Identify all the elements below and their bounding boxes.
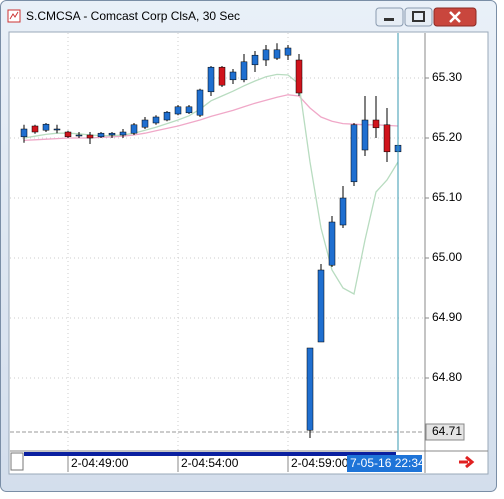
chart-area bbox=[8, 31, 489, 475]
last-price-box bbox=[425, 423, 465, 441]
candle-body bbox=[284, 47, 292, 56]
candle-body bbox=[152, 116, 160, 124]
candle-body bbox=[108, 132, 116, 136]
candle-body bbox=[273, 49, 281, 59]
cursor-label: 7-05-16 22:34:00 bbox=[350, 456, 442, 470]
candle-body bbox=[361, 119, 369, 151]
candle-body bbox=[141, 119, 149, 128]
candle-body bbox=[53, 128, 61, 131]
minimize-glyph bbox=[384, 18, 394, 21]
x-tick-label: 2-04:54:00 bbox=[181, 456, 239, 470]
last-price-label: 64.71 bbox=[432, 424, 462, 438]
candle-body bbox=[350, 124, 358, 183]
moving-average bbox=[23, 94, 399, 142]
candle-body bbox=[86, 134, 94, 139]
x-tick-label: 2-04:49:00 bbox=[71, 456, 129, 470]
candle-body bbox=[295, 59, 303, 94]
cursor-label-box bbox=[347, 455, 422, 472]
candle-body bbox=[251, 54, 259, 66]
y-tick-label: 65.10 bbox=[432, 190, 462, 204]
candle-body bbox=[218, 66, 226, 86]
candle-body bbox=[196, 89, 204, 116]
y-tick-label: 64.90 bbox=[432, 310, 462, 324]
candle-body bbox=[328, 221, 336, 266]
window-title: S.CMCSA - Comcast Corp ClsA, 30 Sec bbox=[26, 9, 240, 23]
candle-body bbox=[306, 347, 314, 431]
scroll-arrow[interactable] bbox=[459, 455, 475, 469]
maximize-button[interactable] bbox=[404, 7, 433, 27]
candle-body bbox=[75, 134, 83, 137]
candle-body bbox=[42, 123, 50, 131]
candle-body bbox=[130, 124, 138, 134]
maximize-glyph bbox=[412, 11, 425, 22]
app-icon-glyph bbox=[9, 11, 19, 20]
candle-body bbox=[185, 106, 193, 114]
candle-body bbox=[372, 119, 380, 129]
y-tick-label: 65.30 bbox=[432, 70, 462, 84]
y-tick-label: 65.00 bbox=[432, 250, 462, 264]
candle-body bbox=[31, 125, 39, 133]
candle-body bbox=[64, 131, 72, 138]
candle-body bbox=[163, 111, 171, 121]
y-tick-label: 64.80 bbox=[432, 370, 462, 384]
candle-body bbox=[317, 269, 325, 343]
candle-body bbox=[262, 49, 270, 61]
scrollbar[interactable] bbox=[24, 452, 396, 456]
y-tick-label: 65.20 bbox=[432, 130, 462, 144]
close-glyph bbox=[449, 11, 461, 23]
candle-body bbox=[207, 66, 215, 93]
candle-body bbox=[240, 61, 248, 81]
candle-body bbox=[20, 128, 28, 138]
scroll-box[interactable] bbox=[10, 452, 24, 471]
candle-body bbox=[229, 71, 237, 81]
candle-body bbox=[97, 132, 105, 138]
x-tick-label: 2-04:59:00 bbox=[291, 456, 349, 470]
candle-body bbox=[339, 197, 347, 226]
moving-average bbox=[23, 73, 399, 295]
candle-body bbox=[383, 124, 391, 153]
candle-body bbox=[174, 106, 182, 115]
minimize-button[interactable] bbox=[375, 7, 404, 27]
candle-body bbox=[119, 131, 127, 136]
